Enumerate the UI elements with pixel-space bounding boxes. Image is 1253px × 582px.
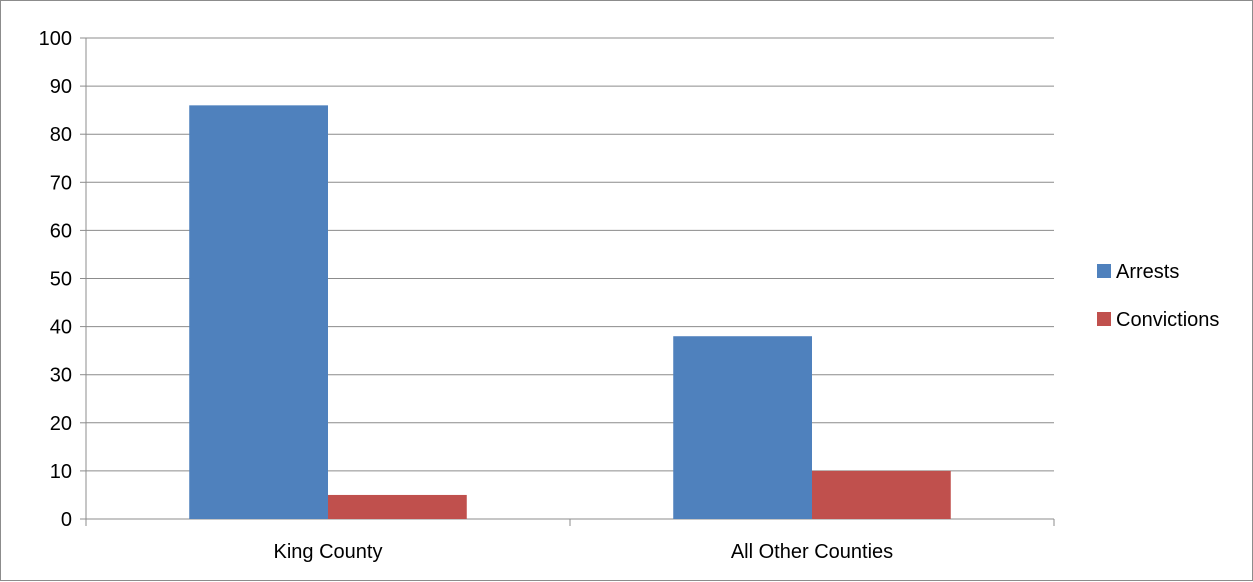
- legend-label-arrests: Arrests: [1116, 261, 1179, 283]
- bar-convictions-1: [812, 470, 951, 519]
- bar-arrests-1: [673, 336, 812, 519]
- y-tick-label: 70: [50, 172, 72, 194]
- y-tick-label: 50: [50, 269, 72, 291]
- bar-convictions-0: [328, 494, 467, 519]
- x-category-label: King County: [274, 541, 383, 563]
- legend-label-convictions: Convictions: [1116, 309, 1219, 331]
- y-tick-label: 10: [50, 461, 72, 483]
- y-tick-label: 60: [50, 220, 72, 242]
- legend: Arrests Convictions: [1097, 261, 1219, 331]
- bar-arrests-0: [189, 105, 328, 519]
- y-tick-label: 30: [50, 365, 72, 387]
- y-tick-label: 100: [39, 28, 72, 50]
- x-category-label: All Other Counties: [731, 541, 893, 563]
- x-axis: King County All Other Counties: [85, 518, 1055, 563]
- legend-swatch-convictions: [1097, 312, 1111, 326]
- y-tick-label: 20: [50, 413, 72, 435]
- y-tick-label: 40: [50, 317, 72, 339]
- bars: [189, 105, 951, 519]
- y-tick-label: 90: [50, 76, 72, 98]
- y-tick-label: 80: [50, 124, 72, 146]
- y-axis: 0 10 20 30 40 50 60 70 80 90 100: [39, 28, 87, 531]
- y-tick-label: 0: [61, 509, 72, 531]
- legend-swatch-arrests: [1097, 264, 1111, 278]
